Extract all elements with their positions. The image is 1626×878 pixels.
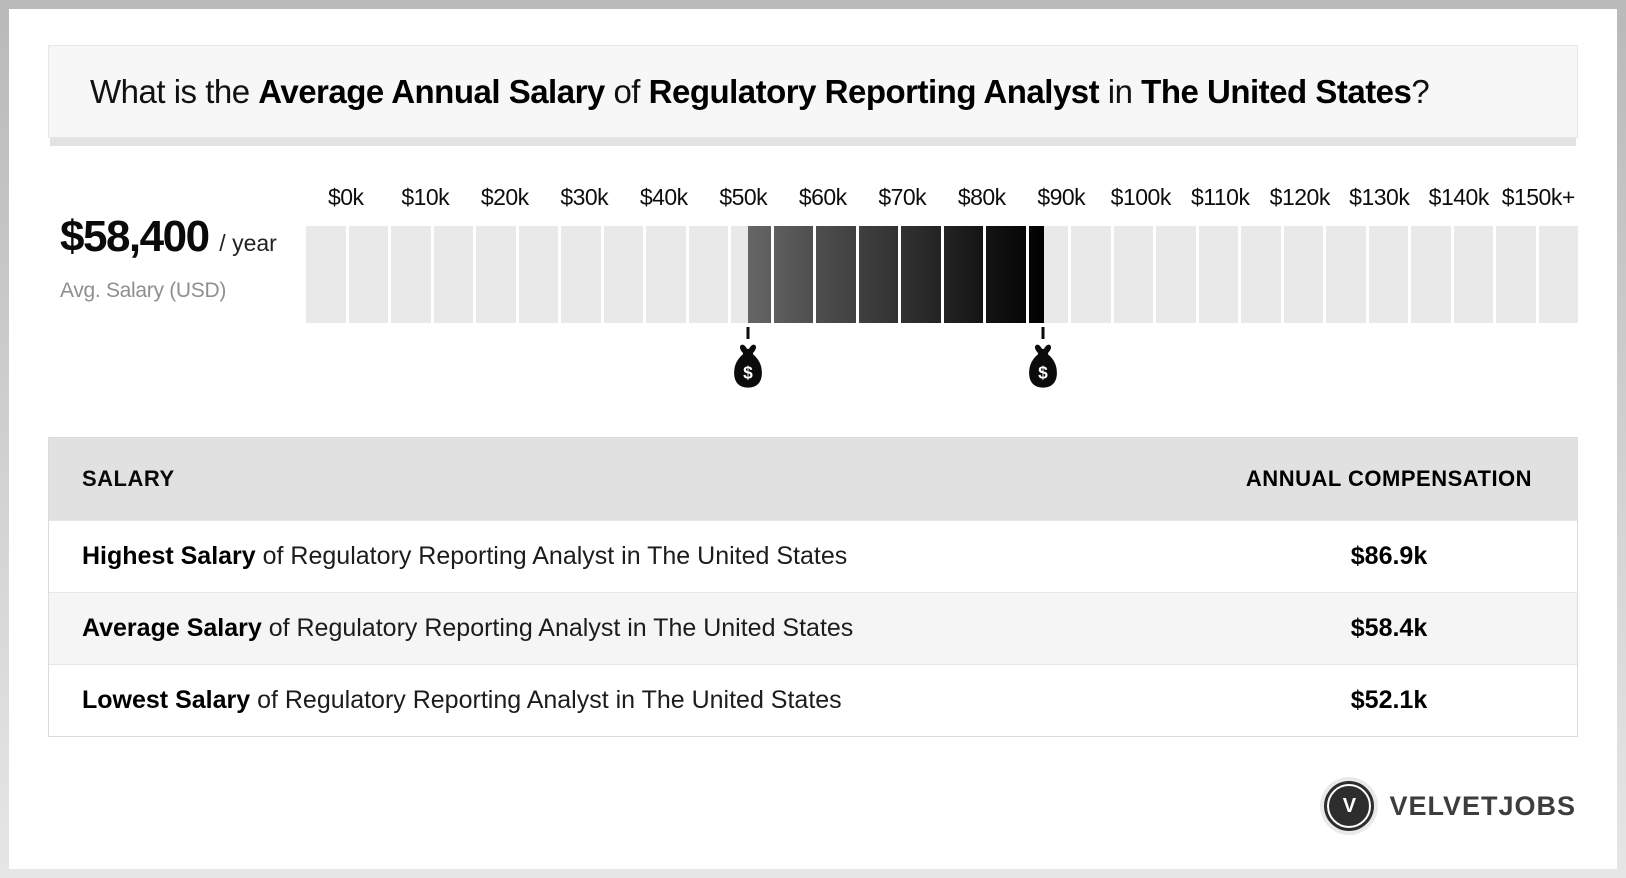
row-label-rest: of Regulatory Reporting Analyst in The U… xyxy=(261,614,854,642)
money-bag-icon: $ xyxy=(733,344,762,388)
bar-cell-highlighted xyxy=(1028,226,1068,323)
axis-tick-label: $130k xyxy=(1349,184,1410,210)
bar-cell-highlighted xyxy=(858,226,898,323)
salary-row-value: $52.1k xyxy=(1350,686,1428,714)
bar-cell xyxy=(1241,226,1281,323)
table-header-row: SALARY ANNUAL COMPENSATION xyxy=(49,438,1577,520)
bar-cell xyxy=(1538,226,1578,323)
bar-cell xyxy=(518,226,558,323)
bar-cell xyxy=(688,226,728,323)
axis-tick-label: $90k xyxy=(1037,184,1086,210)
axis-tick-label: $110k xyxy=(1191,184,1250,210)
marker-tick xyxy=(746,327,750,339)
average-salary-amount: $58,400 / year xyxy=(60,212,306,262)
logo-letter: V xyxy=(1342,794,1357,817)
table-header-salary: SALARY xyxy=(82,466,175,491)
axis-tick-label: $30k xyxy=(560,184,609,210)
brand-name: VELVETJOBS xyxy=(1389,790,1576,821)
page-title-text: What is the Average Annual Salary of Reg… xyxy=(90,72,1430,111)
axis-tick-label: $20k xyxy=(480,184,529,210)
title-suffix: ? xyxy=(1411,72,1430,110)
bar-cell xyxy=(1368,226,1408,323)
salary-row-label: Lowest Salary of Regulatory Reporting An… xyxy=(49,686,1201,715)
bar-cell xyxy=(1198,226,1238,323)
bar-cell xyxy=(391,226,431,323)
bar-cell xyxy=(1113,226,1153,323)
axis-tick-label: $10k xyxy=(401,184,450,210)
velvetjobs-logo[interactable]: V VELVETJOBS xyxy=(1324,781,1576,831)
bar-cell xyxy=(1156,226,1196,323)
axis-tick-label: $150k+ xyxy=(1501,184,1576,210)
salary-chart: $58,400 / year Avg. Salary (USD) $0k $10k… xyxy=(48,184,1578,405)
salary-row-value: $86.9k xyxy=(1350,542,1428,570)
per-year-label: / year xyxy=(219,230,277,256)
highest-salary-marker: $ xyxy=(1024,327,1061,390)
row-label-bold: Highest Salary xyxy=(82,542,256,570)
bar-cell-highlighted xyxy=(816,226,856,323)
row-label-bold: Average Salary xyxy=(82,614,262,642)
axis-tick-label: $40k xyxy=(639,184,688,210)
axis-tick-label: $60k xyxy=(798,184,847,210)
marker-row: $ $ xyxy=(306,327,1578,405)
title-bold-job-title: Regulatory Reporting Analyst xyxy=(648,72,1100,110)
axis-tick-label: $120k xyxy=(1269,184,1331,210)
bar-cell xyxy=(1326,226,1366,323)
bar-cell xyxy=(1496,226,1536,323)
page-title: What is the Average Annual Salary of Reg… xyxy=(48,45,1578,138)
axis-tick-label: $100k xyxy=(1110,184,1172,210)
page-card: What is the Average Annual Salary of Reg… xyxy=(9,9,1617,869)
velvetjobs-logo-icon: V xyxy=(1324,781,1375,831)
bar-cell xyxy=(1411,226,1451,323)
bar-cell-highlighted xyxy=(773,226,813,323)
salary-row-value: $58.4k xyxy=(1350,614,1428,642)
bar-cell xyxy=(603,226,643,323)
bar-cell-highlighted xyxy=(986,226,1026,323)
table-row-highest: Highest Salary of Regulatory Reporting A… xyxy=(49,520,1577,592)
title-prefix: What is the xyxy=(90,72,259,110)
marker-tick xyxy=(1041,327,1045,339)
salary-row-label: Average Salary of Regulatory Reporting A… xyxy=(49,614,1201,643)
table-header-annual-compensation: ANNUAL COMPENSATION xyxy=(1245,466,1533,491)
bar-cell xyxy=(646,226,686,323)
axis-labels: $0k $10k $20k $30k $40k $50k $60k $70k $80k $90k $… xyxy=(306,184,1578,214)
salary-scale: $0k $10k $20k $30k $40k $50k $60k $70k $80k $90k $… xyxy=(306,184,1578,405)
bar-cell xyxy=(1283,226,1323,323)
row-label-rest: of Regulatory Reporting Analyst in The U… xyxy=(255,542,848,570)
title-bold-average-annual-salary: Average Annual Salary xyxy=(258,72,605,110)
table-row-average: Average Salary of Regulatory Reporting A… xyxy=(49,592,1577,664)
bar-cell-highlighted xyxy=(901,226,941,323)
axis-tick-label: $70k xyxy=(878,184,927,210)
bar-cell-highlighted xyxy=(943,226,983,323)
title-bold-location: The United States xyxy=(1141,72,1412,110)
row-label-rest: of Regulatory Reporting Analyst in The U… xyxy=(250,686,842,714)
table-row-lowest: Lowest Salary of Regulatory Reporting An… xyxy=(49,664,1577,736)
lowest-salary-marker: $ xyxy=(729,327,766,390)
bar-cell xyxy=(433,226,473,323)
svg-text:$: $ xyxy=(1038,362,1048,382)
money-bag-icon: $ xyxy=(1029,344,1057,388)
average-salary-caption: Avg. Salary (USD) xyxy=(60,279,227,302)
bar-cell xyxy=(348,226,388,323)
axis-tick-label: $140k xyxy=(1428,184,1490,210)
bar-cell xyxy=(1071,226,1111,323)
svg-text:$: $ xyxy=(743,362,753,382)
bar-cell xyxy=(1453,226,1493,323)
salary-bar xyxy=(306,226,1578,323)
bar-cell xyxy=(561,226,601,323)
axis-tick-label: $80k xyxy=(957,184,1006,210)
bar-cell xyxy=(306,226,346,323)
bar-cell-highlighted xyxy=(731,226,771,323)
axis-tick-label: $50k xyxy=(719,184,768,210)
axis-tick-label: $0k xyxy=(327,184,364,210)
title-mid1: of xyxy=(604,72,649,110)
salary-table: SALARY ANNUAL COMPENSATION Highest Salar… xyxy=(48,437,1578,737)
row-label-bold: Lowest Salary xyxy=(82,686,251,714)
title-mid2: in xyxy=(1099,72,1142,110)
bar-cell xyxy=(476,226,516,323)
average-salary-summary: $58,400 / year Avg. Salary (USD) xyxy=(48,184,306,405)
average-salary-value: $58,400 xyxy=(60,212,210,261)
salary-row-label: Highest Salary of Regulatory Reporting A… xyxy=(49,542,1201,571)
